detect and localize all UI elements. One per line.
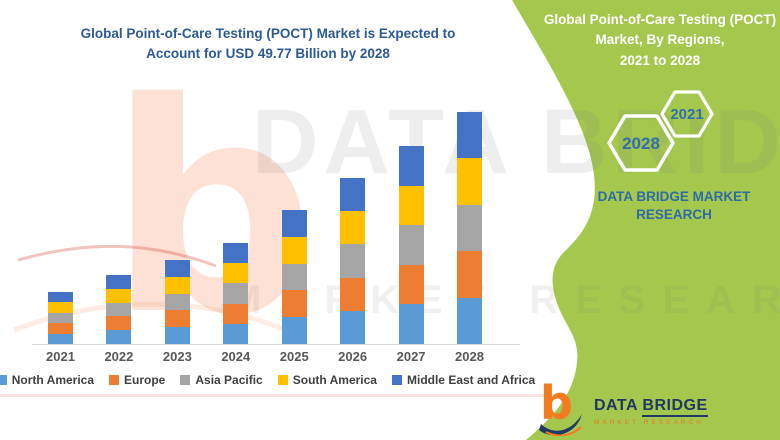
chart-legend: North America Europe Asia Pacific South Ame…: [0, 373, 535, 387]
logo-swoosh: [539, 414, 582, 436]
bar-2028: [457, 112, 482, 344]
bar-2024: [223, 243, 249, 344]
legend-label-south-america: South America: [292, 373, 377, 387]
legend-swatch-north-america: [0, 375, 7, 385]
right-panel-title: Global Point-of-Care Testing (POCT) Mark…: [538, 10, 780, 71]
logo-b-icon: b: [538, 376, 586, 436]
legend-item-north-america: North America: [0, 373, 94, 387]
bar-2022-segment-north-america: [106, 330, 132, 344]
legend-label-asia-pacific: Asia Pacific: [195, 373, 263, 387]
x-axis-label-2023: 2023: [162, 349, 192, 364]
bar-2025-segment-asia-pacific: [281, 263, 307, 291]
logo-brand-first: DATA: [594, 396, 643, 414]
bar-2024-segment-north-america: [223, 323, 249, 344]
bar-2026-segment-south-america: [340, 211, 366, 245]
legend-item-europe: Europe: [109, 373, 165, 387]
bar-2026-segment-north-america: [340, 310, 366, 344]
x-axis-label-2024: 2024: [221, 349, 251, 364]
bar-2022-segment-asia-pacific: [106, 302, 132, 317]
right-title-line1: Global Point-of-Care Testing (POCT): [543, 12, 777, 27]
chart-title-line2: Account for USD 49.77 Billion by 2028: [146, 46, 390, 62]
hexagon-2021-year: 2021: [670, 106, 703, 123]
bar-2025-segment-europe: [281, 290, 307, 318]
bar-2023-segment-south-america: [164, 276, 190, 294]
bar-2022-segment-middle-east-and-africa: [106, 275, 132, 289]
bar-2028-segment-south-america: [457, 158, 482, 205]
x-axis-label-2026: 2026: [338, 349, 368, 364]
x-axis-label-2025: 2025: [279, 349, 309, 364]
bar-2022: [106, 275, 132, 344]
bar-2025-segment-middle-east-and-africa: [281, 210, 307, 237]
bar-2025: [281, 210, 307, 344]
bar-2022-segment-europe: [106, 316, 132, 331]
bar-2024-segment-asia-pacific: [223, 283, 249, 304]
bar-2024-segment-middle-east-and-africa: [223, 243, 249, 264]
legend-label-europe: Europe: [124, 373, 166, 387]
legend-swatch-south-america: [277, 375, 288, 385]
bar-2023-segment-north-america: [164, 327, 190, 344]
x-axis-line: [32, 344, 520, 345]
bar-2026-segment-asia-pacific: [340, 244, 366, 278]
bar-2027-segment-middle-east-and-africa: [398, 146, 424, 186]
bar-2022-segment-south-america: [106, 288, 132, 303]
x-axis-label-2027: 2027: [396, 349, 426, 364]
bar-2023-segment-asia-pacific: [164, 293, 190, 311]
bar-2021-segment-middle-east-and-africa: [48, 292, 73, 303]
bar-2027: [398, 146, 424, 344]
brand-text-line1: DATA BRIDGE MARKET: [597, 189, 751, 204]
logo-brand-second: BRIDGE: [642, 396, 708, 417]
bar-2024-segment-south-america: [223, 263, 249, 284]
bar-2026-segment-middle-east-and-africa: [340, 178, 366, 212]
legend-label-north-america: North America: [11, 373, 95, 387]
bar-2023: [164, 260, 190, 344]
bar-2024-segment-europe: [223, 303, 249, 324]
brand-text-line2: RESEARCH: [636, 207, 712, 223]
hexagon-badges: 2028 2021: [607, 90, 714, 172]
right-title-line2: Market, By Regions,: [595, 32, 725, 48]
bar-2028-segment-asia-pacific: [457, 204, 482, 252]
company-logo: b DATA BRIDGE MARKET RESEARCH: [538, 376, 708, 436]
legend-label-middle-east-and-africa: Middle East and Africa: [406, 373, 536, 387]
bar-2028-segment-middle-east-and-africa: [457, 112, 482, 159]
legend-swatch-middle-east-and-africa: [391, 375, 402, 385]
bar-2021: [48, 292, 73, 344]
legend-swatch-asia-pacific: [180, 375, 191, 385]
bar-2027-segment-south-america: [398, 185, 424, 226]
bar-2026: [340, 178, 366, 344]
bar-2021-segment-north-america: [48, 333, 73, 344]
bar-2025-segment-north-america: [281, 317, 307, 344]
x-axis-label-2022: 2022: [104, 349, 134, 364]
right-title-line3: 2021 to 2028: [619, 52, 701, 68]
chart-title: Global Point-of-Care Testing (POCT) Mark…: [28, 24, 508, 65]
x-axis-label-2028: 2028: [455, 349, 484, 364]
bar-2021-segment-europe: [48, 323, 73, 334]
x-axis-label-2021: 2021: [46, 349, 75, 364]
bar-2028-segment-europe: [457, 251, 482, 298]
bar-2026-segment-europe: [340, 277, 366, 311]
bar-2021-segment-south-america: [48, 302, 73, 313]
bar-2027-segment-asia-pacific: [398, 225, 424, 265]
legend-swatch-europe: [109, 375, 120, 385]
bar-2028-segment-north-america: [457, 297, 482, 344]
chart-title-line1: Global Point-of-Care Testing (POCT) Mark…: [80, 26, 456, 41]
hexagon-2028-year: 2028: [622, 134, 660, 153]
logo-subtitle: MARKET RESEARCH: [594, 418, 704, 426]
legend-item-middle-east-and-africa: Middle East and Africa: [391, 373, 536, 387]
bar-2027-segment-north-america: [398, 304, 424, 344]
bar-2025-segment-south-america: [281, 236, 307, 264]
bar-2023-segment-middle-east-and-africa: [164, 260, 190, 277]
brand-text: DATA BRIDGE MARKET RESEARCH: [588, 188, 760, 224]
logo-text: DATA BRIDGE MARKET RESEARCH: [594, 396, 708, 426]
legend-item-asia-pacific: Asia Pacific: [180, 373, 263, 387]
bar-2027-segment-europe: [398, 264, 424, 305]
bar-2023-segment-europe: [164, 310, 190, 328]
legend-item-south-america: South America: [277, 373, 377, 387]
bar-2021-segment-asia-pacific: [48, 312, 73, 324]
